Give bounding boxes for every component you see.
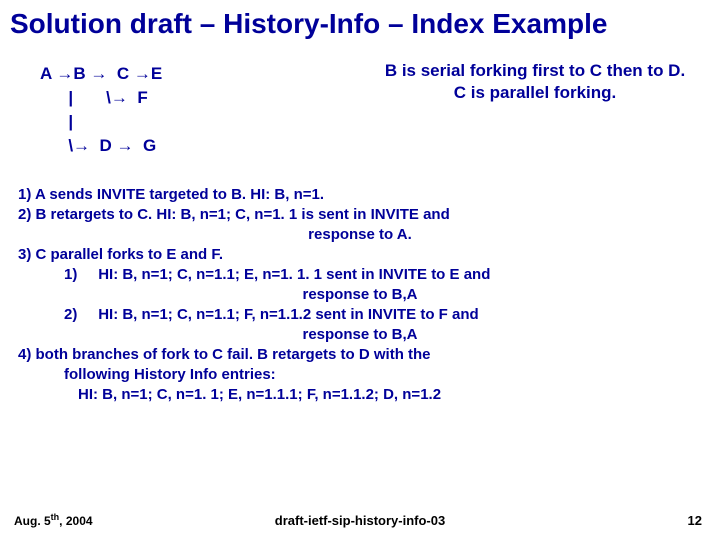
step-2b: response to A. [18, 225, 702, 245]
sub-num-2: 2) [64, 306, 77, 323]
step-3-1: 1) HI: B, n=1; C, n=1.1; E, n=1. 1. 1 se… [18, 265, 702, 285]
step-4a: 4) both branches of fork to C fail. B re… [18, 345, 702, 365]
footer-page-number: 12 [688, 513, 702, 528]
body-text: 1) A sends INVITE targeted to B. HI: B, … [18, 185, 702, 405]
step-3: 3) C parallel forks to E and F. [18, 245, 702, 265]
sub-text-2a: HI: B, n=1; C, n=1.1; F, n=1.1.2 sent in… [98, 306, 479, 323]
history-info-summary: HI: B, n=1; C, n=1. 1; E, n=1.1.1; F, n=… [18, 385, 702, 405]
sub-text-1a: HI: B, n=1; C, n=1.1; E, n=1. 1. 1 sent … [98, 266, 490, 283]
sub-num-1: 1) [64, 266, 77, 283]
slide-title: Solution draft – History-Info – Index Ex… [10, 8, 607, 40]
forking-note: B is serial forking first to C then to D… [370, 60, 700, 104]
sub-text-2b: response to B,A [18, 325, 702, 345]
step-4b: following History Info entries: [18, 365, 702, 385]
forking-diagram: A →B → C →E | \→ F | \→ D → G [40, 62, 162, 158]
diagram-line-3: | [40, 112, 73, 131]
note-line-2: C is parallel forking. [370, 82, 700, 104]
diagram-line-1: A →B → C →E [40, 64, 162, 83]
slide: Solution draft – History-Info – Index Ex… [0, 0, 720, 540]
footer-draft-name: draft-ietf-sip-history-info-03 [0, 513, 720, 528]
note-line-1: B is serial forking first to C then to D… [370, 60, 700, 82]
diagram-line-2: | \→ F [40, 88, 148, 107]
diagram-line-4: \→ D → G [40, 136, 156, 155]
step-1: 1) A sends INVITE targeted to B. HI: B, … [18, 185, 702, 205]
sub-text-1b: response to B,A [18, 285, 702, 305]
step-3-2: 2) HI: B, n=1; C, n=1.1; F, n=1.1.2 sent… [18, 305, 702, 325]
step-2a: 2) B retargets to C. HI: B, n=1; C, n=1.… [18, 205, 702, 225]
